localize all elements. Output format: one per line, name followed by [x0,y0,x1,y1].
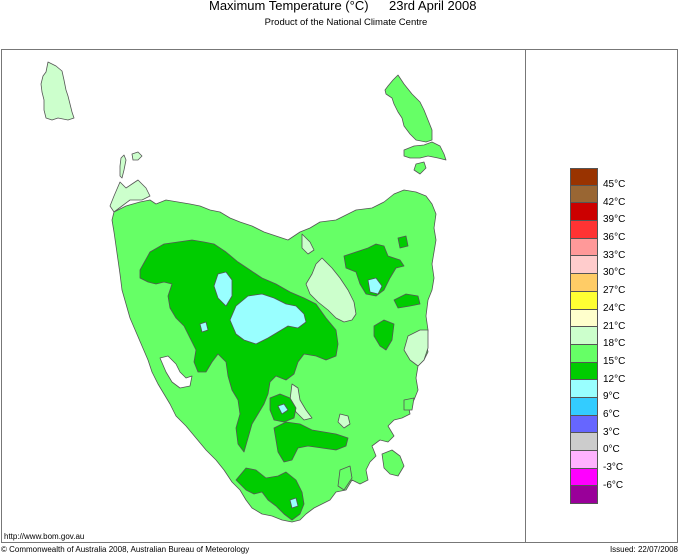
legend-label: 33°C [603,249,626,261]
bruny-island [337,465,353,491]
legend-label: 42°C [603,196,626,208]
hunter-island [119,154,127,179]
region-18-21-north [301,233,315,255]
legend-swatch [570,291,598,310]
legend-label: 6°C [603,408,620,420]
three-hummock-island [131,151,143,161]
legend-label: 21°C [603,320,626,332]
map-frame [1,49,678,543]
legend-label: 36°C [603,232,626,244]
region-9-12-west [199,321,209,333]
legend-label: 12°C [603,373,626,385]
title-text: Maximum Temperature (°C) [209,0,369,13]
legend-label: 45°C [603,179,626,190]
legend-swatch [570,309,598,328]
legend-label: 15°C [603,355,626,367]
region-12-15-west [139,239,339,453]
region-12-15-northeast [343,243,405,297]
tasmania-temperature-map [40,61,447,523]
region-12-15-ne-small [397,235,409,249]
legend-label: 9°C [603,391,620,403]
legend-swatch [570,274,598,292]
legend-label: 3°C [603,426,620,438]
legend-label: 24°C [603,302,626,314]
legend-swatch [570,168,598,186]
east-coast-islet [403,397,415,411]
region-9-12-north [213,271,233,307]
legend-label: 18°C [603,338,626,350]
flinders-island [384,74,433,143]
legend-label: 39°C [603,214,626,226]
legend-swatch [570,327,598,345]
region-12-15-south [235,467,305,521]
legend-label: -3°C [603,462,624,473]
legend-swatch [570,451,598,469]
region-12-15-east-central [373,319,395,351]
subtitle: Product of the National Climate Centre [264,17,428,28]
region-12-15-east-blob [393,293,421,309]
region-9-12-south-loop [277,403,289,415]
king-island [40,61,75,121]
region-9-12-south [289,497,299,509]
legend-label: 30°C [603,267,626,279]
bom-url-link[interactable]: http://www.bom.gov.au [4,532,85,541]
legend-label: -6°C [603,479,624,491]
tasman-peninsula [381,449,405,477]
legend-swatch [570,468,598,487]
legend-swatch [570,256,598,275]
region-12-15-central-south [273,421,349,463]
legend-label: 27°C [603,285,626,297]
clarke-island [413,161,427,175]
title-date: 23rd April 2008 [389,0,477,13]
legend-swatch [570,397,598,416]
legend-swatch [570,238,598,257]
legend-swatch [570,185,598,204]
legend-swatch [570,344,598,363]
legend-label: 0°C [603,444,620,456]
legend-swatch [570,486,598,505]
copyright-text: © Commonwealth of Australia 2008, Austra… [1,545,250,554]
legend-swatch [570,221,598,239]
issued-date: Issued: 22/07/2008 [609,545,678,554]
region-18-21-southeast [337,413,351,429]
legend-swatch [570,203,598,222]
map-title: Maximum Temperature (°C) 23rd April 2008 [0,0,680,16]
robbins-island [109,179,151,213]
region-18-21-northeast [305,257,357,323]
cape-barren-island [403,141,447,161]
legend-swatch [570,380,598,398]
legend-swatch [570,433,598,451]
legend-swatch [570,362,598,381]
macquarie-harbour [159,355,193,389]
legend-divider [525,49,526,543]
region-9-12-central [229,293,307,345]
region-18-21-east [403,329,429,367]
region-9-12-ne [367,277,383,295]
legend-swatch [570,415,598,434]
